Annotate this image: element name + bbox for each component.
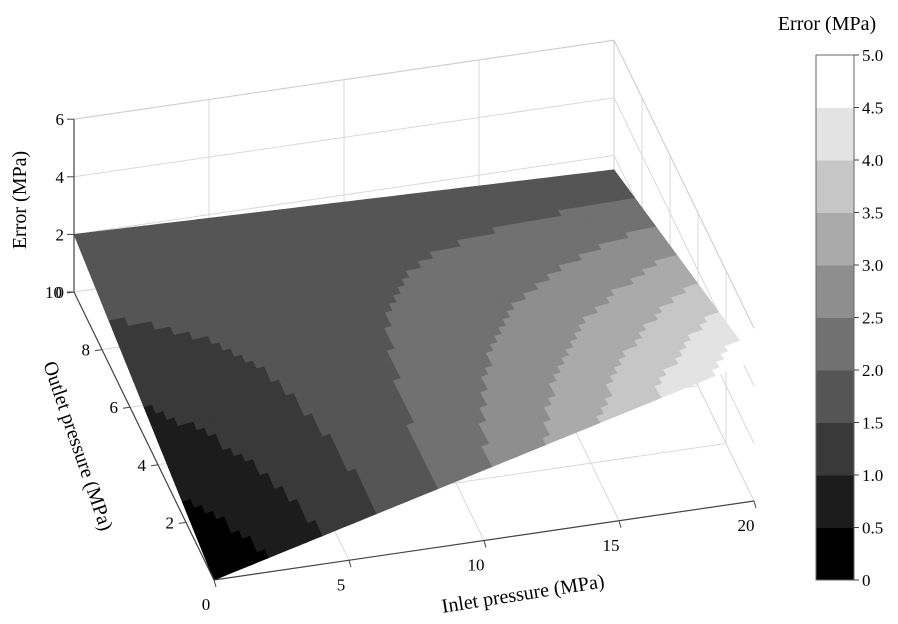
- colorbar-tick-label: 0.5: [862, 519, 883, 538]
- x-axis-label: Inlet pressure (MPa): [440, 570, 606, 617]
- x-tick-mark: [213, 579, 217, 588]
- colorbar-tick-label: 1.5: [862, 414, 883, 433]
- y-tick-mark: [150, 464, 159, 467]
- colorbar-segment: [816, 55, 854, 108]
- z-axis-label: Error (MPa): [9, 151, 31, 249]
- colorbar-segment: [816, 527, 854, 581]
- y-tick-mark: [122, 406, 131, 409]
- colorbar-tick-label: 3.0: [862, 256, 883, 275]
- y-axis-line: [73, 291, 215, 581]
- colorbar-segment: [816, 107, 854, 161]
- colorbar-segment: [816, 317, 854, 371]
- colorbar-tick-label: 4.0: [862, 151, 883, 170]
- z-tick-label: 0: [56, 283, 65, 302]
- x-tick-mark: [618, 520, 622, 528]
- colorbar-tick-label: 1.0: [862, 466, 883, 485]
- colorbar-tick-label: 0: [862, 571, 871, 590]
- colorbar-segment: [816, 475, 854, 528]
- colorbar-segment: [816, 370, 854, 423]
- y-tick-label: 10: [45, 283, 62, 302]
- colorbar-tick-label: 4.5: [862, 99, 883, 118]
- x-tick-label: 20: [738, 516, 755, 535]
- y-axis-label: Outlet pressure (MPa): [38, 358, 117, 533]
- x-tick-label: 0: [202, 595, 211, 614]
- y-tick-label: 6: [110, 398, 119, 417]
- z-tick-label: 2: [56, 225, 65, 244]
- x-tick-mark: [348, 560, 352, 568]
- colorbar-segment: [816, 212, 854, 266]
- y-tick-label: 2: [166, 513, 175, 532]
- y-tick-mark: [178, 521, 187, 524]
- x-tick-label: 15: [603, 536, 620, 555]
- y-tick-label: 4: [138, 456, 147, 475]
- y-tick-label: 8: [82, 341, 91, 360]
- colorbar-tick-label: 2.0: [862, 361, 883, 380]
- colorbar-segment: [816, 265, 854, 318]
- x-tick-mark: [483, 540, 487, 548]
- x-tick-label: 10: [468, 556, 485, 575]
- colorbar: 0 0.5 1.0 1.5 2.0 2.5 3.0 3.5 4.0 4.5 5.0: [815, 46, 883, 590]
- x-tick-mark: [753, 500, 757, 509]
- z-tick-label: 4: [56, 168, 65, 187]
- colorbar-segment: [816, 422, 854, 476]
- colorbar-tick-label: 3.5: [862, 204, 883, 223]
- y-tick-mark: [94, 349, 103, 352]
- x-tick-label: 5: [337, 575, 346, 594]
- colorbar-title: Error (MPa): [778, 13, 876, 35]
- colorbar-tick-label: 5.0: [862, 46, 883, 65]
- z-tick-label: 6: [56, 110, 65, 129]
- error-surface: [73, 169, 755, 581]
- colorbar-tick-label: 2.5: [862, 309, 883, 328]
- colorbar-segment: [816, 160, 854, 213]
